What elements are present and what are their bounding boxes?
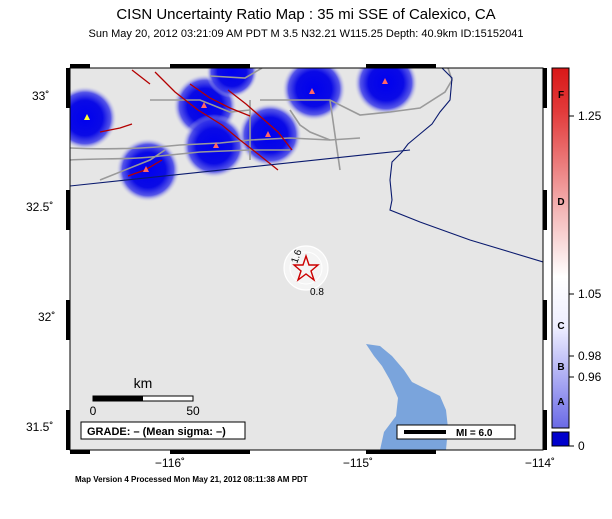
uncertainty-contour-inner xyxy=(289,251,323,285)
scale-bar-end: 50 xyxy=(186,404,200,418)
map-frame xyxy=(69,67,544,451)
lat-label: 31.5˚ xyxy=(26,420,53,434)
station-triangle-icon xyxy=(143,166,149,172)
contour-label-outer: 0.8 xyxy=(310,287,324,298)
station-triangle-icon xyxy=(201,102,207,108)
grade-label: B xyxy=(557,362,564,373)
station-blob xyxy=(206,68,258,98)
station-triangle-icon xyxy=(265,131,271,137)
colorbar-value: 1.05 xyxy=(578,287,602,301)
stations xyxy=(84,78,388,172)
lon-label: −114˚ xyxy=(525,456,555,470)
grade-label: D xyxy=(557,197,564,208)
station-triangle-icon xyxy=(84,114,90,120)
grade-label: C xyxy=(557,321,564,332)
uncertainty-colorbar: F D C B A 1.25 1.05 0.98 0.96 0 xyxy=(551,67,602,453)
colorbar-zero-swatch xyxy=(551,431,570,447)
mi-legend-box xyxy=(396,424,516,440)
uncertainty-contour-outer xyxy=(283,245,329,291)
lon-label: −115˚ xyxy=(343,456,373,470)
colorbar-value: 0 xyxy=(578,439,585,453)
grade-label: A xyxy=(557,397,564,408)
station-triangle-icon xyxy=(213,142,219,148)
grade-text: GRADE: – (Mean sigma: –) xyxy=(87,426,226,438)
gulf-water xyxy=(366,344,448,450)
lat-label: 33˚ xyxy=(32,89,49,103)
station-triangle-icon xyxy=(382,78,388,84)
colorbar-value: 1.25 xyxy=(578,109,602,123)
grade-box xyxy=(80,421,246,440)
grade-label: F xyxy=(558,90,564,101)
mi-legend-text: MI = 6.0 xyxy=(456,428,493,439)
station-blob xyxy=(282,68,346,121)
epicenter-star-icon xyxy=(292,253,320,282)
footer-processing-info: Map Version 4 Processed Mon May 21, 2012… xyxy=(75,475,308,484)
state-border xyxy=(389,68,543,263)
station-blob xyxy=(354,68,418,115)
lat-label: 32.5˚ xyxy=(26,200,53,214)
contour-label-inner: 1.6 xyxy=(289,248,304,265)
colorbar-value: 0.98 xyxy=(578,349,602,363)
station-blob xyxy=(70,86,117,150)
scale-bar-title: km xyxy=(134,375,153,391)
lon-label: −116˚ xyxy=(155,456,185,470)
scale-bar: km 0 50 xyxy=(90,375,200,418)
roads xyxy=(70,68,453,181)
map-title: CISN Uncertainty Ratio Map : 35 mi SSE o… xyxy=(116,6,496,23)
international-border xyxy=(70,149,411,187)
colorbar-value: 0.96 xyxy=(578,370,602,384)
scale-bar-start: 0 xyxy=(90,404,97,418)
event-info: Sun May 20, 2012 03:21:09 AM PDT M 3.5 N… xyxy=(88,28,524,40)
lat-label: 32˚ xyxy=(38,310,55,324)
frame-ticks xyxy=(66,64,547,454)
mi-legend-bar xyxy=(404,430,446,434)
station-triangle-icon xyxy=(309,88,315,94)
